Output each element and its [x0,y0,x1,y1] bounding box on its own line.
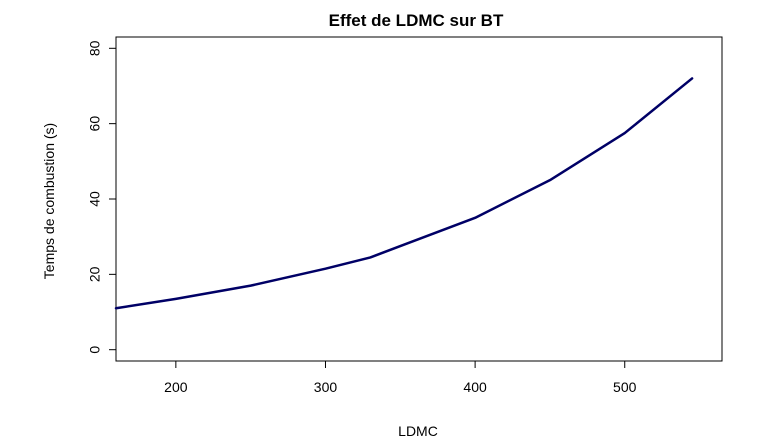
x-tick-label: 500 [613,379,637,395]
y-axis: 0 20 40 60 80 [87,40,117,354]
series-line [114,77,694,310]
y-tick-label: 40 [87,191,103,207]
y-tick-label: 80 [87,40,103,56]
series-layer [114,77,694,310]
chart-title: Effet de LDMC sur BT [329,11,504,30]
x-tick-label: 300 [314,379,338,395]
y-tick-label: 20 [87,266,103,282]
y-tick-label: 0 [87,346,103,354]
x-tick-label: 400 [463,379,487,395]
x-axis-label: LDMC [398,423,438,439]
y-axis-label: Temps de combustion (s) [41,123,57,279]
plot-area-frame [115,36,723,362]
y-tick-label: 60 [87,116,103,132]
x-tick-label: 200 [164,379,188,395]
x-axis: 200 300 400 500 [164,360,637,395]
